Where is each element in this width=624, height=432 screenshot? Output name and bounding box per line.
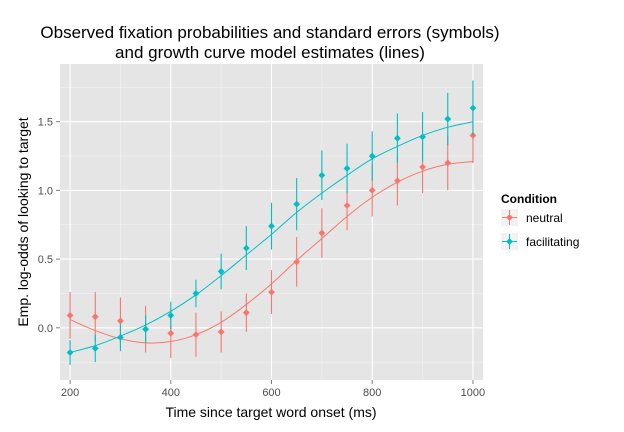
data-point-facilitating bbox=[91, 345, 99, 352]
data-point-neutral bbox=[242, 309, 250, 317]
legend-item-neutral: neutral bbox=[501, 209, 563, 226]
data-point-facilitating bbox=[192, 290, 200, 297]
data-point-facilitating bbox=[343, 165, 351, 172]
data-point-facilitating bbox=[393, 134, 401, 142]
y-axis-ticks: 0.0 0.5 1.0 1.5 bbox=[38, 117, 60, 335]
legend-title: Condition bbox=[501, 192, 557, 206]
x-axis-ticks: 200 400 600 800 1000 bbox=[61, 380, 485, 399]
data-point-neutral bbox=[91, 313, 99, 321]
data-point-neutral bbox=[268, 288, 275, 296]
data-point-facilitating bbox=[318, 171, 326, 179]
data-point-facilitating bbox=[117, 334, 124, 341]
data-point-facilitating bbox=[66, 349, 74, 356]
data-point-neutral bbox=[444, 159, 452, 167]
data-point-facilitating bbox=[142, 325, 150, 333]
y-axis-title: Emp. log-odds of looking to target bbox=[15, 117, 31, 326]
data-point-neutral bbox=[293, 258, 301, 266]
data-point-neutral bbox=[318, 229, 326, 237]
legend-key-marker bbox=[506, 238, 513, 245]
data-point-facilitating bbox=[368, 152, 376, 160]
data-point-facilitating bbox=[293, 200, 301, 208]
legend-item-facilitating: facilitating bbox=[501, 233, 579, 250]
data-point-facilitating bbox=[167, 312, 175, 319]
data-point-neutral bbox=[343, 202, 351, 209]
y-tick-label: 1.0 bbox=[38, 185, 53, 197]
data-point-facilitating bbox=[242, 244, 250, 252]
data-point-neutral bbox=[217, 328, 225, 336]
chart-title-line-2: and growth curve model estimates (lines) bbox=[115, 43, 425, 62]
data-point-facilitating bbox=[419, 133, 426, 141]
y-tick-label: 0.0 bbox=[38, 323, 53, 335]
legend-items: neutral facilitating bbox=[501, 209, 579, 250]
data-point-neutral bbox=[117, 317, 124, 325]
data-point-facilitating bbox=[268, 222, 275, 230]
y-tick-label: 0.5 bbox=[38, 254, 53, 266]
series-neutral bbox=[66, 107, 477, 359]
legend: Condition neutral facilitating bbox=[501, 192, 579, 250]
series-facilitating bbox=[66, 80, 477, 365]
data-point-neutral bbox=[192, 331, 200, 339]
y-tick-label: 1.5 bbox=[38, 117, 53, 129]
x-tick-label: 800 bbox=[363, 387, 381, 399]
legend-label: neutral bbox=[526, 211, 563, 225]
legend-key-marker bbox=[506, 214, 513, 221]
series-layer bbox=[66, 80, 477, 365]
legend-label: facilitating bbox=[526, 235, 579, 249]
x-tick-label: 1000 bbox=[461, 387, 485, 399]
data-point-neutral bbox=[66, 312, 74, 319]
chart-title-line-1: Observed fixation probabilities and stan… bbox=[40, 23, 499, 42]
data-point-facilitating bbox=[217, 268, 225, 275]
x-tick-label: 200 bbox=[61, 387, 79, 399]
data-point-neutral bbox=[167, 329, 175, 337]
x-tick-label: 600 bbox=[262, 387, 280, 399]
x-tick-label: 400 bbox=[162, 387, 180, 399]
data-point-neutral bbox=[368, 187, 376, 194]
data-point-facilitating bbox=[469, 104, 477, 112]
data-point-neutral bbox=[393, 177, 401, 185]
data-point-facilitating bbox=[444, 115, 452, 123]
x-axis-title: Time since target word onset (ms) bbox=[165, 404, 376, 420]
data-point-neutral bbox=[419, 163, 426, 171]
